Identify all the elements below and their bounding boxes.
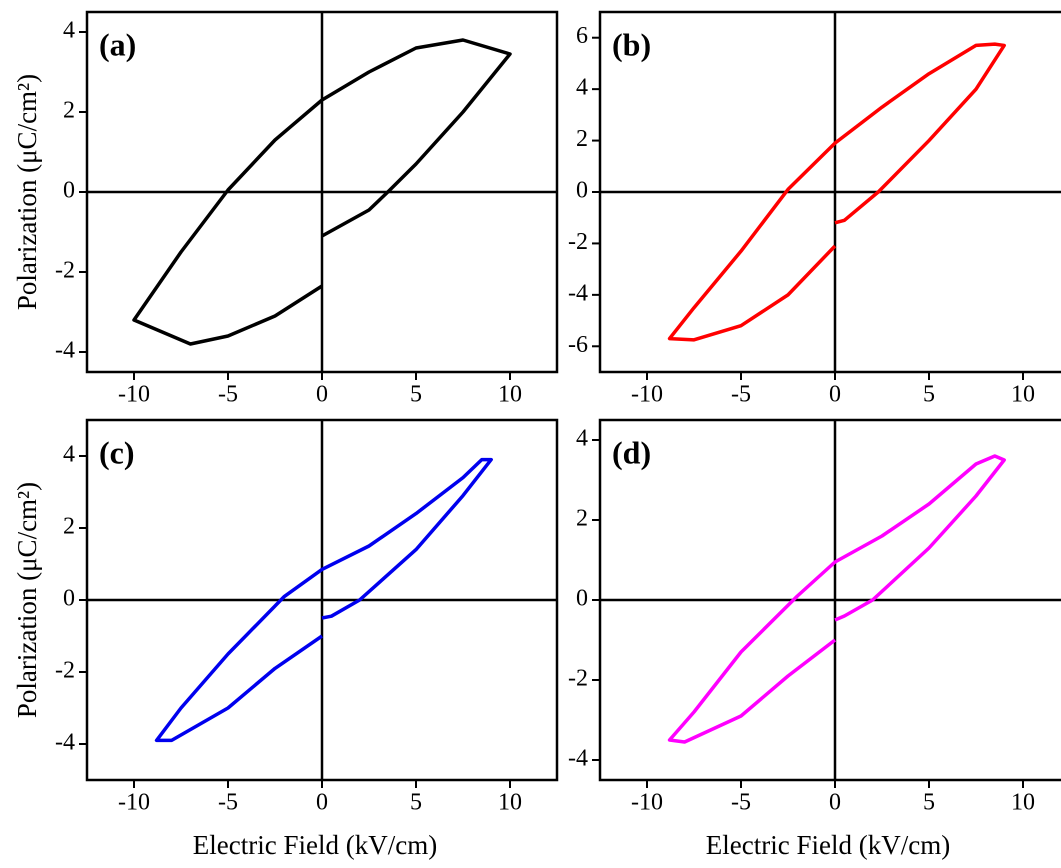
y-tick-label: 0 <box>576 178 588 204</box>
y-tick-label: 4 <box>576 75 588 101</box>
y-axis-label: Polarization (μC/cm²) <box>12 482 42 718</box>
panel: -10 -5 0 5 10 -4 -2 0 2 4 (d) Electric Field (kV/cm… <box>568 418 1061 860</box>
panel-label: (a) <box>99 26 136 62</box>
panel-label: (d) <box>612 434 651 470</box>
y-tick-label: -2 <box>55 258 75 284</box>
x-tick-label: -5 <box>218 382 238 408</box>
x-tick-label: 10 <box>498 790 522 816</box>
y-tick-label: -4 <box>568 280 588 306</box>
y-tick-label: 2 <box>63 98 75 124</box>
y-tick-label: -4 <box>55 338 75 364</box>
x-tick-label: 5 <box>923 790 935 816</box>
x-tick-label: -10 <box>631 382 663 408</box>
y-tick-label: 0 <box>576 586 588 612</box>
x-tick-label: -5 <box>731 382 751 408</box>
x-tick-label: 5 <box>410 790 422 816</box>
y-tick-label: 6 <box>576 23 588 49</box>
y-tick-label: -2 <box>568 666 588 692</box>
x-tick-label: 10 <box>498 382 522 408</box>
y-tick-label: -6 <box>568 332 588 358</box>
x-tick-label: -10 <box>631 790 663 816</box>
x-tick-label: 5 <box>923 382 935 408</box>
x-tick-label: 0 <box>829 382 841 408</box>
y-tick-label: 0 <box>63 178 75 204</box>
y-tick-label: 4 <box>63 18 75 44</box>
x-tick-label: 10 <box>1011 790 1035 816</box>
y-tick-label: -2 <box>568 229 588 255</box>
x-tick-label: 0 <box>316 382 328 408</box>
x-tick-label: -10 <box>118 790 150 816</box>
y-tick-label: 4 <box>576 426 588 452</box>
x-tick-label: -5 <box>731 790 751 816</box>
loop-line <box>667 42 1006 342</box>
y-tick-label: -2 <box>55 658 75 684</box>
y-tick-label: -4 <box>568 746 588 772</box>
y-tick-label: 4 <box>63 442 75 468</box>
y-tick-label: 2 <box>63 514 75 540</box>
loop-line <box>667 454 1006 744</box>
x-tick-label: 0 <box>316 790 328 816</box>
x-tick-label: 0 <box>829 790 841 816</box>
x-axis-label: Electric Field (kV/cm) <box>706 830 950 860</box>
panel: -10 -5 0 5 10 -4 -2 0 2 4 (a) Polarization (μC/cm²) <box>12 10 559 408</box>
panel: -10 -5 0 5 10 -4 -2 0 2 4 (c) Electric Field (kV/cm… <box>12 418 559 860</box>
x-tick-label: -5 <box>218 790 238 816</box>
panel-label: (b) <box>612 26 651 62</box>
y-tick-label: -4 <box>55 730 75 756</box>
y-tick-label: 2 <box>576 506 588 532</box>
panel: -10 -5 0 5 10 -6 -4 -2 0 2 4 6 (b) <box>568 10 1061 408</box>
y-axis-label: Polarization (μC/cm²) <box>12 74 42 310</box>
x-tick-label: 10 <box>1011 382 1035 408</box>
x-tick-label: -10 <box>118 382 150 408</box>
loop-line <box>132 38 512 346</box>
x-tick-label: 5 <box>410 382 422 408</box>
y-tick-label: 0 <box>63 586 75 612</box>
y-tick-label: 2 <box>576 126 588 152</box>
x-axis-label: Electric Field (kV/cm) <box>193 830 437 860</box>
loop-line <box>154 457 493 743</box>
panel-label: (c) <box>99 434 135 470</box>
